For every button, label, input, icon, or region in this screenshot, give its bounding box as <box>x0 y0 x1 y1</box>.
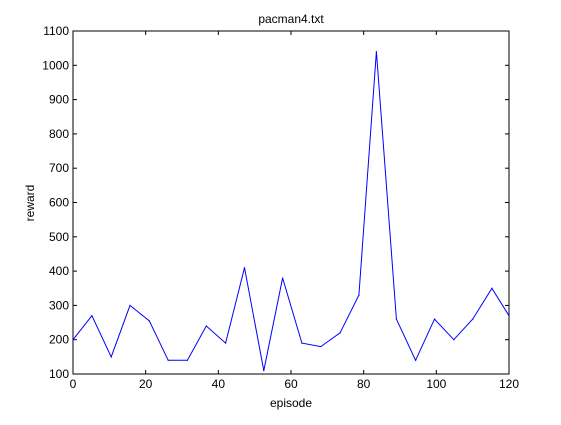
data-point <box>491 288 492 289</box>
x-axis-label: episode <box>270 396 312 410</box>
x-tick-label: 100 <box>426 377 446 391</box>
data-point <box>225 343 226 344</box>
data-point <box>149 320 150 321</box>
y-tick-label: 400 <box>49 264 69 278</box>
y-tick-label: 1000 <box>42 58 69 72</box>
x-tick-label: 120 <box>499 377 519 391</box>
y-axis-label: reward <box>23 185 37 222</box>
y-tick-label: 800 <box>49 127 69 141</box>
data-point <box>111 356 112 357</box>
data-point <box>453 339 454 340</box>
data-point <box>396 319 397 320</box>
data-point <box>434 319 435 320</box>
x-tick-label: 80 <box>357 377 371 391</box>
data-point <box>282 277 283 278</box>
y-tick-label: 500 <box>49 230 69 244</box>
plot-area <box>73 31 509 374</box>
data-point <box>91 315 92 316</box>
data-point <box>263 370 264 371</box>
data-point <box>320 346 321 347</box>
y-tick-label: 300 <box>49 298 69 312</box>
data-point <box>339 332 340 333</box>
data-point <box>187 360 188 361</box>
data-point <box>206 325 207 326</box>
data-point <box>508 315 509 316</box>
data-point <box>244 267 245 268</box>
x-tick-label: 20 <box>139 377 153 391</box>
y-tick-label: 900 <box>49 93 69 107</box>
x-tick-label: 40 <box>212 377 226 391</box>
data-point <box>415 360 416 361</box>
data-point <box>301 343 302 344</box>
y-tick-label: 600 <box>49 196 69 210</box>
data-point <box>376 51 377 52</box>
data-point <box>358 295 359 296</box>
data-point <box>168 360 169 361</box>
x-tick-label: 60 <box>284 377 298 391</box>
x-tick-label: 0 <box>70 377 77 391</box>
data-point <box>472 319 473 320</box>
y-tick-label: 700 <box>49 161 69 175</box>
data-point <box>129 305 130 306</box>
data-point <box>72 339 73 340</box>
y-tick-label: 200 <box>49 333 69 347</box>
y-tick-label: 100 <box>49 367 69 381</box>
y-tick-label: 1100 <box>43 24 69 38</box>
chart-title: pacman4.txt <box>258 12 324 26</box>
